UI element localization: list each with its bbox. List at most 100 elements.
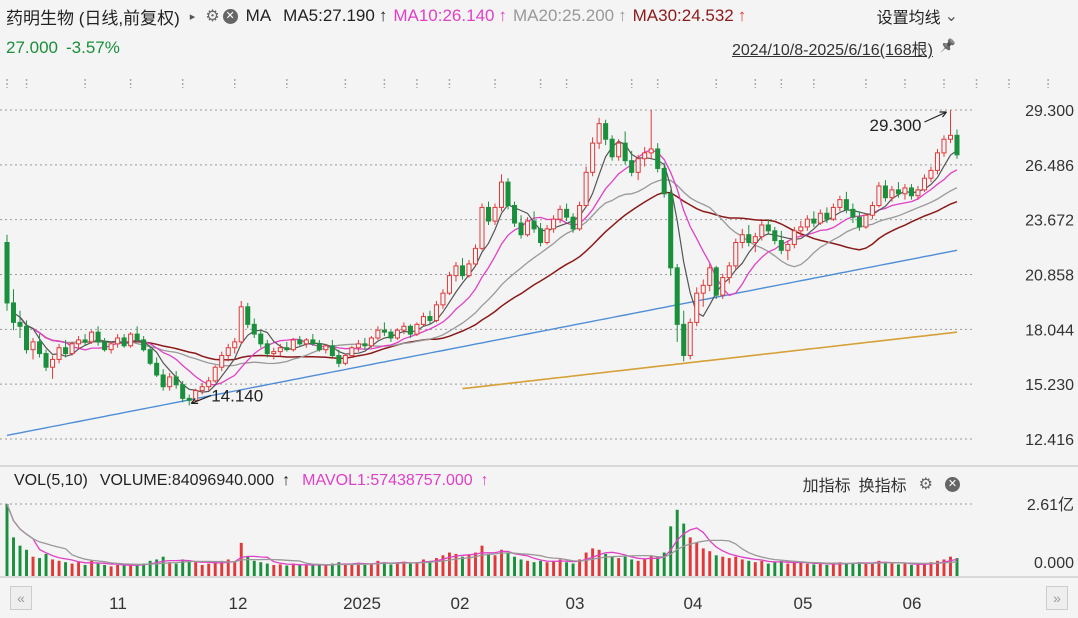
- volume-bar-up: [70, 563, 74, 576]
- volume-bar-up: [792, 562, 796, 576]
- candle-up: [206, 380, 212, 388]
- close-icon[interactable]: ✕: [222, 8, 238, 24]
- volume-bar-down: [604, 553, 608, 576]
- volume-bar-up: [57, 560, 61, 576]
- volume-bar-up: [799, 562, 803, 576]
- volume-bar-down: [408, 563, 412, 576]
- candle-up: [375, 329, 381, 339]
- switch-indicator-button[interactable]: 换指标: [858, 478, 907, 495]
- volume-bar-down: [565, 562, 569, 576]
- volume-bar-up: [727, 558, 731, 576]
- y-tick-label: 15.230: [1025, 377, 1074, 394]
- volume-grid: [0, 503, 1078, 578]
- candle-up: [433, 304, 439, 321]
- candle-down: [655, 148, 661, 169]
- volume-bar-up: [890, 563, 894, 576]
- candlestick-chart[interactable]: 29.300 26.486 23.672 20.858 18.044 15.230 12.4…: [0, 0, 1078, 470]
- candle-down: [180, 384, 186, 399]
- volume-bar-up: [949, 556, 952, 576]
- scroll-right-button[interactable]: »: [1046, 586, 1068, 610]
- candle-up: [889, 189, 895, 199]
- candle-down: [603, 123, 609, 140]
- gear-icon[interactable]: ⚙: [205, 8, 220, 25]
- candle-down: [843, 199, 849, 210]
- volume-bar-down: [812, 564, 816, 576]
- volume-bar-up: [480, 545, 484, 576]
- volume-bar-down: [18, 545, 22, 576]
- volume-bar-up: [233, 562, 237, 576]
- candle-up: [687, 321, 693, 357]
- candle-down: [310, 339, 316, 345]
- volume-bar-up: [116, 564, 120, 576]
- low-arrowhead: [190, 398, 199, 405]
- candle-up: [199, 386, 205, 392]
- volume-bar-up: [434, 558, 438, 576]
- candle-up: [30, 341, 36, 351]
- volume-bar-down: [298, 564, 302, 576]
- volume-bar-down: [896, 564, 900, 576]
- volume-bar-up: [278, 564, 282, 576]
- volume-bar-down: [779, 560, 783, 576]
- candle-down: [661, 167, 667, 195]
- candle-down: [908, 187, 914, 197]
- volume-bar-up: [220, 560, 224, 576]
- candle-down: [284, 347, 290, 351]
- volume-chart[interactable]: 2.61亿 0.000: [0, 496, 1078, 586]
- candle-down: [154, 362, 160, 376]
- candle-down: [746, 234, 752, 244]
- volume-bar-down: [317, 564, 321, 576]
- volume-bar-up: [584, 552, 588, 576]
- ma-settings-button[interactable]: 设置均线 ⌄: [877, 4, 958, 28]
- volume-bar-up: [916, 564, 920, 576]
- volume-bar-up: [526, 560, 530, 576]
- volume-bar-up: [578, 559, 582, 576]
- y-tick-label: 26.486: [1025, 158, 1074, 175]
- volume-bar-down: [747, 560, 751, 576]
- candle-down: [141, 339, 147, 351]
- candle-up: [817, 212, 823, 224]
- last-price: 27.000: [6, 38, 58, 57]
- volume-bar-up: [415, 562, 419, 576]
- ma30-value: MA30:24.532: [632, 6, 734, 25]
- volume-bars: [5, 504, 959, 576]
- vol-label[interactable]: VOL(5,10): [14, 472, 88, 489]
- candle-down: [772, 230, 778, 242]
- volume-close-icon[interactable]: ✕: [945, 476, 960, 492]
- volume-bar-up: [421, 559, 425, 576]
- candle-up: [76, 339, 82, 345]
- volume-bar-up: [90, 560, 94, 576]
- ma20-up-arrow: ↑: [618, 6, 627, 25]
- title-dropdown-icon[interactable]: ▸: [189, 10, 196, 23]
- volume-value: VOLUME:84096940.000: [99, 472, 275, 489]
- candle-down: [95, 331, 101, 343]
- volume-bar-down: [252, 560, 256, 576]
- mavol1-value: MAVOL1:57438757.000: [302, 472, 473, 489]
- candle-up: [720, 277, 726, 296]
- volume-bar-up: [441, 555, 445, 576]
- add-indicator-button[interactable]: 加指标: [802, 478, 851, 495]
- candle-down: [102, 341, 108, 351]
- candle-up: [869, 204, 875, 216]
- volume-bar-down: [909, 564, 913, 576]
- ma20-value: MA20:25.200: [512, 6, 615, 25]
- candle-down: [856, 216, 862, 228]
- volume-bar-up: [207, 563, 211, 576]
- volume-bar-down: [532, 562, 536, 576]
- candle-down: [681, 323, 687, 357]
- scroll-left-button[interactable]: «: [10, 586, 32, 610]
- candle-up: [89, 331, 95, 343]
- candle-up: [466, 263, 472, 277]
- volume-bar-up: [923, 563, 926, 576]
- candle-down: [160, 374, 166, 388]
- stock-title[interactable]: 药明生物 (日线,前复权): [6, 8, 180, 28]
- date-range-link[interactable]: 2024/10/8-2025/6/16(168根): [731, 42, 933, 59]
- volume-bar-down: [265, 563, 269, 576]
- event-markers: [6, 79, 1049, 88]
- volume-bar-down: [38, 558, 41, 576]
- candle-up: [837, 199, 843, 208]
- high-arrow: [924, 111, 947, 123]
- volume-gear-icon[interactable]: ⚙: [918, 476, 933, 493]
- candle-up: [635, 158, 641, 173]
- pin-icon[interactable]: 📌: [939, 38, 956, 53]
- volume-bar-up: [558, 559, 562, 576]
